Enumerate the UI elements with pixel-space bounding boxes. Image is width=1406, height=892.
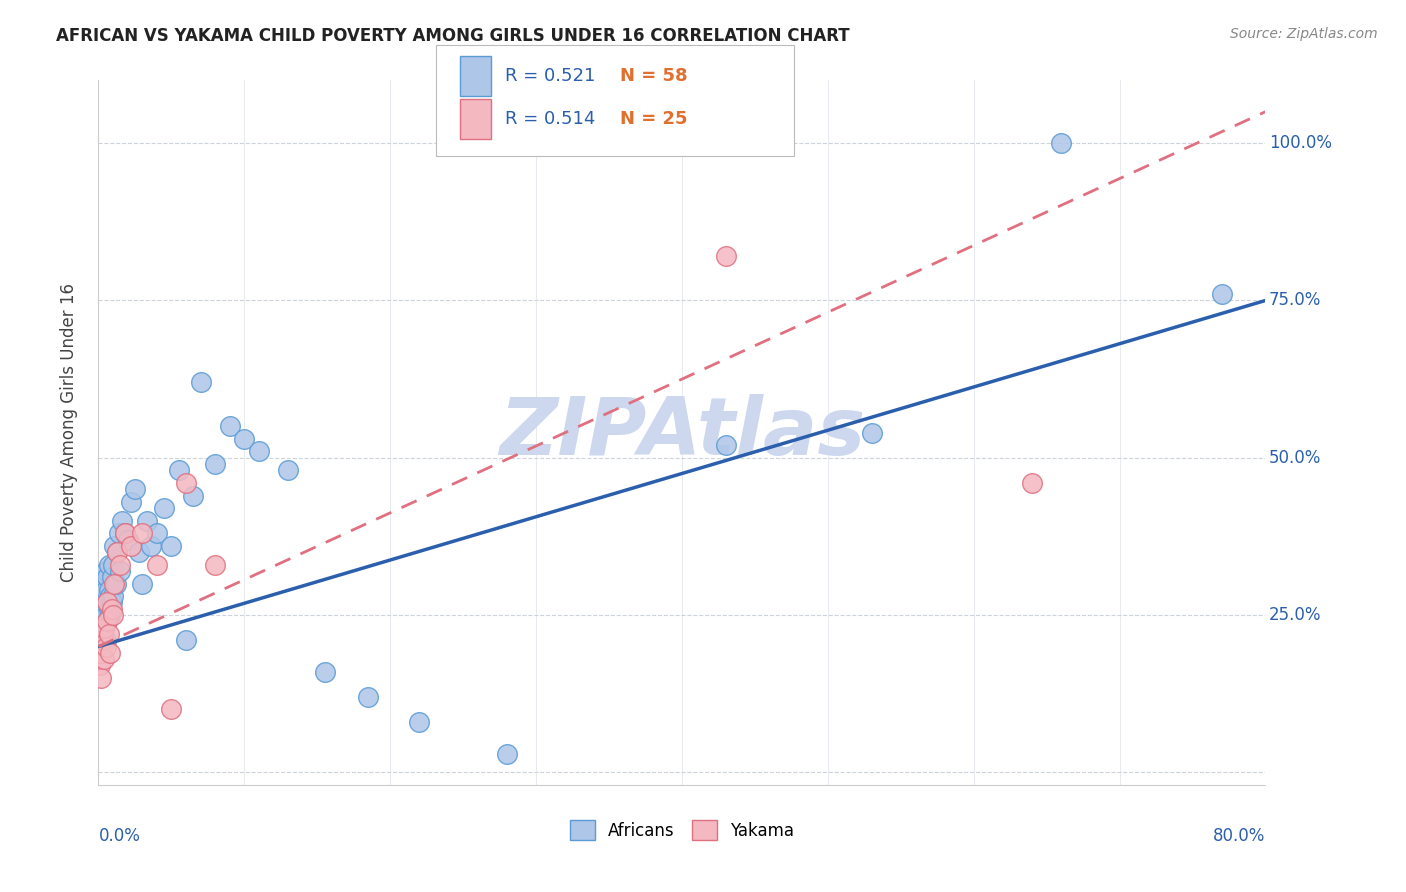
Point xyxy=(94,564,117,578)
Point xyxy=(100,595,122,609)
Point xyxy=(153,501,176,516)
Point xyxy=(90,671,112,685)
Text: 100.0%: 100.0% xyxy=(1268,134,1331,153)
Text: N = 58: N = 58 xyxy=(620,67,688,85)
Point xyxy=(96,615,118,629)
Point xyxy=(114,526,136,541)
Point xyxy=(94,608,117,623)
Point xyxy=(277,463,299,477)
Point xyxy=(89,627,111,641)
Point xyxy=(91,615,114,629)
Point xyxy=(233,432,256,446)
Point xyxy=(110,564,132,578)
Point xyxy=(190,376,212,390)
Point xyxy=(120,539,142,553)
Text: 25.0%: 25.0% xyxy=(1268,606,1322,624)
Point xyxy=(160,702,183,716)
Point xyxy=(218,419,240,434)
Point xyxy=(146,526,169,541)
Point xyxy=(90,646,112,660)
Point xyxy=(174,475,197,490)
Point xyxy=(96,570,118,584)
Point xyxy=(90,589,112,603)
Point xyxy=(108,526,131,541)
Point xyxy=(100,570,122,584)
Text: R = 0.514: R = 0.514 xyxy=(505,110,595,128)
Point xyxy=(101,608,124,623)
Point xyxy=(100,602,122,616)
Point xyxy=(128,545,150,559)
Legend: Africans, Yakama: Africans, Yakama xyxy=(564,814,800,847)
Point xyxy=(1021,475,1043,490)
Point xyxy=(714,250,737,264)
Point xyxy=(204,457,226,471)
Text: 75.0%: 75.0% xyxy=(1268,292,1322,310)
Text: Source: ZipAtlas.com: Source: ZipAtlas.com xyxy=(1230,27,1378,41)
Point xyxy=(101,558,124,572)
Point xyxy=(93,602,115,616)
Point xyxy=(94,582,117,597)
Point xyxy=(357,690,380,704)
Point xyxy=(408,714,430,729)
Text: 0.0%: 0.0% xyxy=(98,827,141,846)
Point xyxy=(94,640,117,654)
Point xyxy=(174,633,197,648)
Point xyxy=(120,495,142,509)
Point xyxy=(97,602,120,616)
Point xyxy=(94,633,117,648)
Point xyxy=(181,489,204,503)
Point xyxy=(167,463,190,477)
Point xyxy=(131,576,153,591)
Point xyxy=(96,595,118,609)
Point xyxy=(104,576,127,591)
Point xyxy=(91,633,114,648)
Point xyxy=(131,526,153,541)
Point xyxy=(93,621,115,635)
Point xyxy=(89,658,111,673)
Text: 50.0%: 50.0% xyxy=(1268,449,1322,467)
Point xyxy=(111,514,134,528)
Text: R = 0.521: R = 0.521 xyxy=(505,67,595,85)
Y-axis label: Child Poverty Among Girls Under 16: Child Poverty Among Girls Under 16 xyxy=(59,283,77,582)
Point xyxy=(91,595,114,609)
Point xyxy=(97,582,120,597)
Point xyxy=(114,526,136,541)
Point xyxy=(1211,287,1233,301)
Text: 80.0%: 80.0% xyxy=(1213,827,1265,846)
Point xyxy=(101,589,124,603)
Point xyxy=(93,652,115,666)
Point xyxy=(93,621,115,635)
Point xyxy=(496,747,519,761)
Point xyxy=(146,558,169,572)
Point xyxy=(247,444,270,458)
Point xyxy=(860,425,883,440)
Point xyxy=(98,589,121,603)
Point xyxy=(96,615,118,629)
Text: N = 25: N = 25 xyxy=(620,110,688,128)
Text: ZIPAtlas: ZIPAtlas xyxy=(499,393,865,472)
Point xyxy=(139,539,162,553)
Point xyxy=(204,558,226,572)
Point xyxy=(117,533,139,547)
Point xyxy=(98,646,121,660)
Point xyxy=(90,608,112,623)
Point xyxy=(98,608,121,623)
Point xyxy=(110,558,132,572)
Point xyxy=(103,539,125,553)
Point xyxy=(96,595,118,609)
Point xyxy=(105,545,128,559)
Text: AFRICAN VS YAKAMA CHILD POVERTY AMONG GIRLS UNDER 16 CORRELATION CHART: AFRICAN VS YAKAMA CHILD POVERTY AMONG GI… xyxy=(56,27,849,45)
Point xyxy=(97,558,120,572)
Point xyxy=(105,545,128,559)
Point xyxy=(714,438,737,452)
Point xyxy=(160,539,183,553)
Point xyxy=(135,514,157,528)
Point xyxy=(1050,136,1073,151)
Point xyxy=(91,576,114,591)
Point xyxy=(124,482,146,496)
Point xyxy=(314,665,336,679)
Point xyxy=(97,627,120,641)
Point xyxy=(103,576,125,591)
